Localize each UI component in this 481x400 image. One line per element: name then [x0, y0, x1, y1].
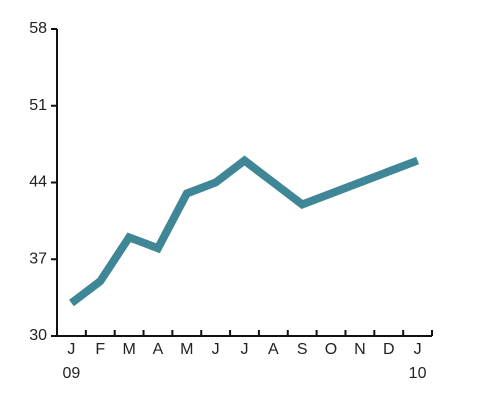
- y-tick-label: 30: [29, 327, 47, 344]
- x-tick-label: M: [122, 341, 135, 358]
- x-tick-label: J: [67, 341, 75, 358]
- y-tick-label: 58: [29, 20, 47, 37]
- x-tick-label: D: [383, 341, 395, 358]
- y-tick-label: 37: [29, 250, 47, 267]
- x-tick-label: N: [354, 341, 366, 358]
- line: [69, 155, 419, 307]
- x-tick-label: F: [95, 341, 105, 358]
- x-tick-label: A: [268, 341, 279, 358]
- y-tick-label: 44: [29, 174, 47, 191]
- x-tick-label: J: [212, 341, 220, 358]
- x-tick-label: M: [180, 341, 193, 358]
- year-label: 09: [63, 365, 81, 382]
- x-tick-label: A: [153, 341, 164, 358]
- x-tick-label: S: [297, 341, 308, 358]
- year-label: 10: [409, 365, 427, 382]
- x-tick-label: J: [414, 341, 422, 358]
- x-tick-label: J: [241, 341, 249, 358]
- x-tick-label: O: [325, 341, 337, 358]
- y-tick-label: 51: [29, 97, 47, 114]
